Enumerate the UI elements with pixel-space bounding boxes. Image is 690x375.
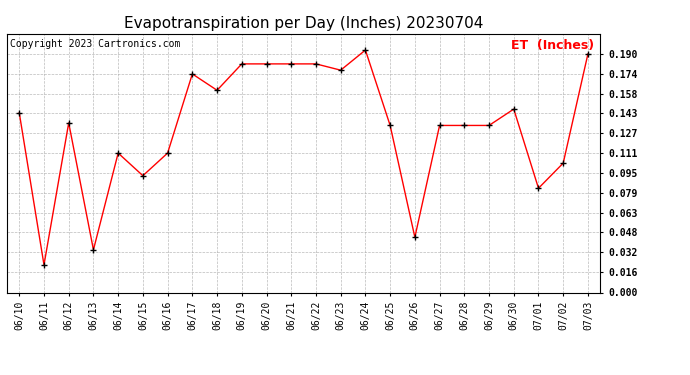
ET  (Inches) [386,123,394,128]
ET  (Inches) [164,151,172,155]
ET  (Inches) [213,88,221,93]
ET  (Inches) [312,62,320,66]
Line: ET  (Inches): ET (Inches) [17,47,591,268]
ET  (Inches) [584,52,592,56]
ET  (Inches) [15,111,23,115]
ET  (Inches) [65,121,73,125]
ET  (Inches) [411,235,419,240]
ET  (Inches) [534,186,542,190]
Title: Evapotranspiration per Day (Inches) 20230704: Evapotranspiration per Day (Inches) 2023… [124,16,483,31]
ET  (Inches) [510,107,518,111]
ET  (Inches) [114,151,122,155]
ET  (Inches) [188,72,197,76]
Text: Copyright 2023 Cartronics.com: Copyright 2023 Cartronics.com [10,39,180,49]
ET  (Inches) [435,123,444,128]
ET  (Inches) [89,248,97,252]
ET  (Inches) [559,161,567,165]
ET  (Inches) [262,62,270,66]
ET  (Inches) [337,68,345,72]
ET  (Inches) [237,62,246,66]
ET  (Inches) [40,262,48,267]
Text: ET  (Inches): ET (Inches) [511,39,594,52]
ET  (Inches) [460,123,469,128]
ET  (Inches) [485,123,493,128]
ET  (Inches) [287,62,295,66]
ET  (Inches) [139,173,147,178]
ET  (Inches) [362,48,370,52]
